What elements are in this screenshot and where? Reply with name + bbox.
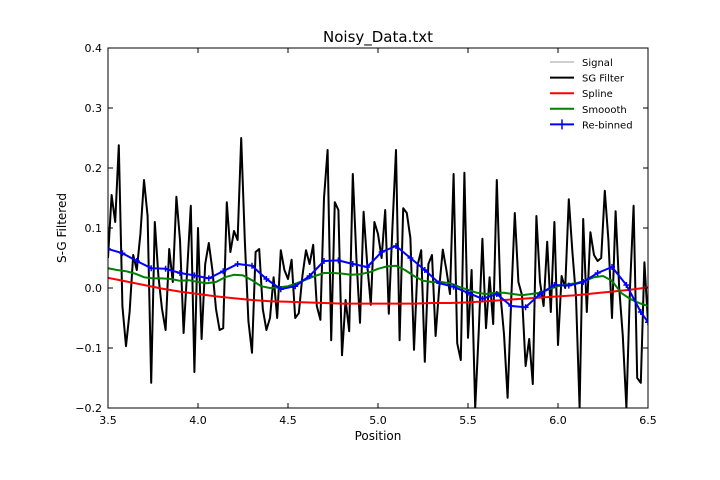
rebinned-point	[393, 243, 399, 249]
rebinned-point	[321, 258, 327, 264]
x-tick-label: 4.5	[279, 414, 297, 427]
rebinned-point	[191, 272, 198, 279]
legend: Signal SG Filter Spline Smoooth Re-binned	[550, 58, 633, 131]
legend-label-smoooth: Smoooth	[582, 105, 627, 116]
x-tick-label: 4.0	[189, 414, 207, 427]
rebinned-point	[407, 255, 414, 261]
legend-label-spline: Spline	[582, 89, 613, 100]
rebinned-point	[378, 249, 385, 255]
rebinned-point	[349, 261, 356, 267]
rebinned-point	[537, 291, 543, 297]
rebinned-point	[205, 275, 212, 282]
y-tick-label: −0.1	[75, 342, 102, 355]
plot-frame	[107, 47, 649, 409]
rebinned-point	[637, 309, 644, 315]
series-line-spline	[108, 276, 648, 305]
x-tick-label: 6.5	[639, 414, 657, 427]
rebinned-point	[479, 295, 486, 302]
rebinned-point	[580, 279, 587, 285]
rebinned-point	[108, 246, 111, 252]
y-tick-label: 0.2	[85, 162, 103, 175]
rebinned-point	[292, 283, 299, 290]
y-tick-label: 0.4	[85, 42, 103, 55]
rebinned-point	[522, 304, 529, 311]
y-tick-label: 0.0	[85, 282, 103, 295]
x-tick-label: 5.0	[369, 414, 387, 427]
x-tick-label: 6.0	[549, 414, 567, 427]
rebinned-point	[335, 257, 342, 264]
rebinned-point	[277, 286, 284, 293]
rebinned-point	[594, 270, 601, 276]
legend-label-re-binned: Re-binned	[582, 120, 633, 131]
rebinned-point	[645, 319, 648, 326]
rebinned-point	[234, 261, 241, 267]
y-tick-label: 0.3	[85, 102, 103, 115]
rebinned-point	[551, 282, 558, 288]
rebinned-point	[609, 264, 615, 270]
tick-layer: 3.5 4.0 4.5 5.0 5.5 6.0 6.5 −0.2 −0.1 0.0 0.1 0.2 0.…	[75, 42, 656, 427]
legend-label-sg-filter: SG Filter	[582, 74, 625, 85]
rebinned-point	[465, 289, 471, 296]
x-tick-label: 3.5	[99, 414, 117, 427]
legend-label-signal: Signal	[582, 58, 613, 69]
rebinned-point	[364, 264, 371, 270]
rebinned-point	[450, 283, 457, 290]
x-tick-label: 5.5	[459, 414, 477, 427]
rebinned-point	[148, 265, 155, 272]
series-line-sg-filter	[108, 137, 648, 408]
y-axis-label: S-G Filtered	[55, 193, 69, 263]
rebinned-point	[263, 276, 270, 282]
rebinned-point	[249, 262, 255, 269]
y-tick-label: −0.2	[75, 402, 102, 415]
x-axis-label: Position	[355, 429, 402, 443]
rebinned-point	[436, 280, 443, 287]
rebinned-point	[623, 282, 630, 288]
y-tick-label: 0.1	[85, 222, 103, 235]
rebinned-point	[133, 258, 140, 264]
series-layer	[108, 137, 648, 408]
series-line-smoooth	[108, 264, 648, 307]
rebinned-point	[119, 250, 126, 257]
chart-title: Noisy_Data.txt	[323, 28, 433, 47]
rebinned-point	[220, 268, 227, 275]
rebinned-point	[421, 267, 428, 273]
rebinned-point	[508, 303, 515, 309]
rebinned-point	[565, 282, 572, 289]
rebinned-point	[306, 273, 313, 279]
rebinned-point	[177, 270, 183, 276]
rebinned-point	[493, 291, 500, 297]
rebinned-point	[162, 265, 169, 272]
